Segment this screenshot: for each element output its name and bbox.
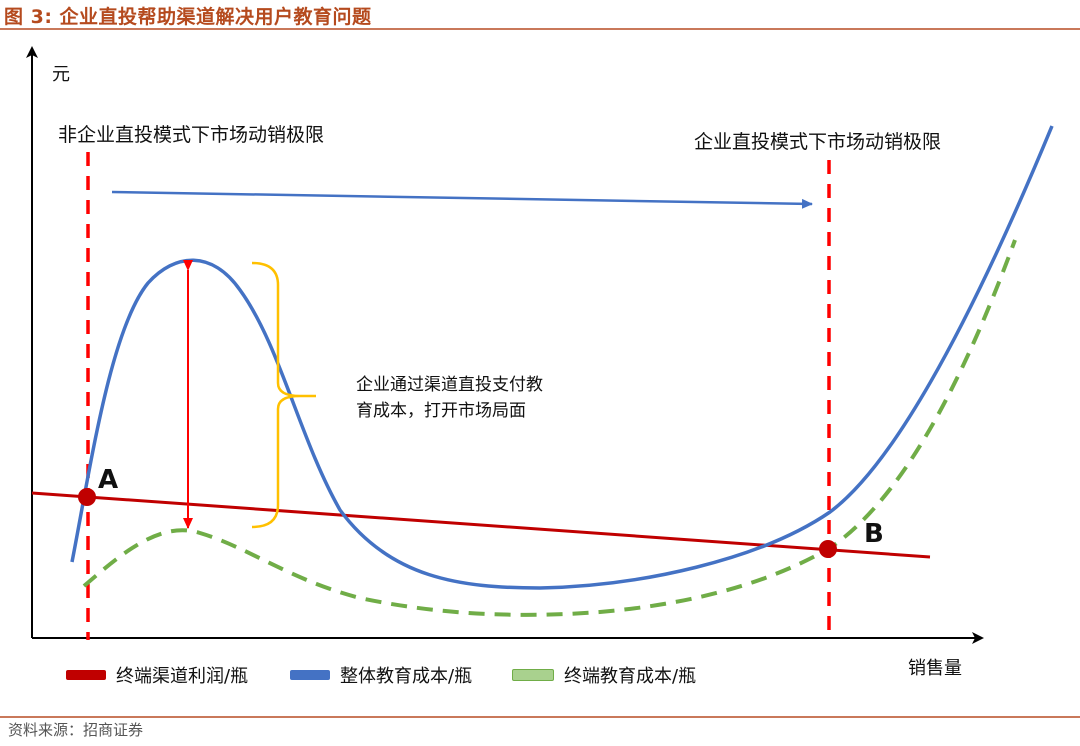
legend-label-total-cost: 整体教育成本/瓶 <box>340 666 473 687</box>
legend-swatch-terminal-cost <box>512 669 554 681</box>
annotation-line-1: 企业通过渠道直投支付教 <box>356 375 543 395</box>
y-axis-label: 元 <box>52 64 70 85</box>
point-a-marker <box>78 488 96 506</box>
legend-label-terminal-cost: 终端教育成本/瓶 <box>564 666 697 687</box>
point-b-label: B <box>864 519 884 549</box>
right-limit-label: 企业直投模式下市场动销极限 <box>694 131 941 153</box>
title-divider <box>0 28 1080 30</box>
annotation-line-2: 育成本，打开市场局面 <box>356 401 526 421</box>
source-note: 资料来源：招商证券 <box>8 721 144 739</box>
figure-title: 图 3: 企业直投帮助渠道解决用户教育问题 <box>4 6 372 28</box>
source-divider <box>0 716 1080 718</box>
legend-swatch-profit <box>66 670 106 680</box>
legend-label-profit: 终端渠道利润/瓶 <box>116 666 249 687</box>
legend-item-terminal-cost: 终端教育成本/瓶 <box>512 664 697 687</box>
x-axis-label: 销售量 <box>908 658 962 679</box>
terminal-education-cost-curve <box>82 239 1017 617</box>
point-b-marker <box>819 540 837 558</box>
legend-swatch-total-cost <box>290 670 330 680</box>
legend-item-total-cost: 整体教育成本/瓶 <box>290 664 473 687</box>
annotation-bracket <box>251 261 316 529</box>
market-expansion-arrow <box>111 190 813 209</box>
point-a-label: A <box>98 465 118 495</box>
terminal-channel-profit-line <box>31 491 931 559</box>
overall-education-cost-curve <box>70 125 1054 590</box>
left-limit-label: 非企业直投模式下市场动销极限 <box>58 124 324 146</box>
legend-item-profit: 终端渠道利润/瓶 <box>66 664 249 687</box>
